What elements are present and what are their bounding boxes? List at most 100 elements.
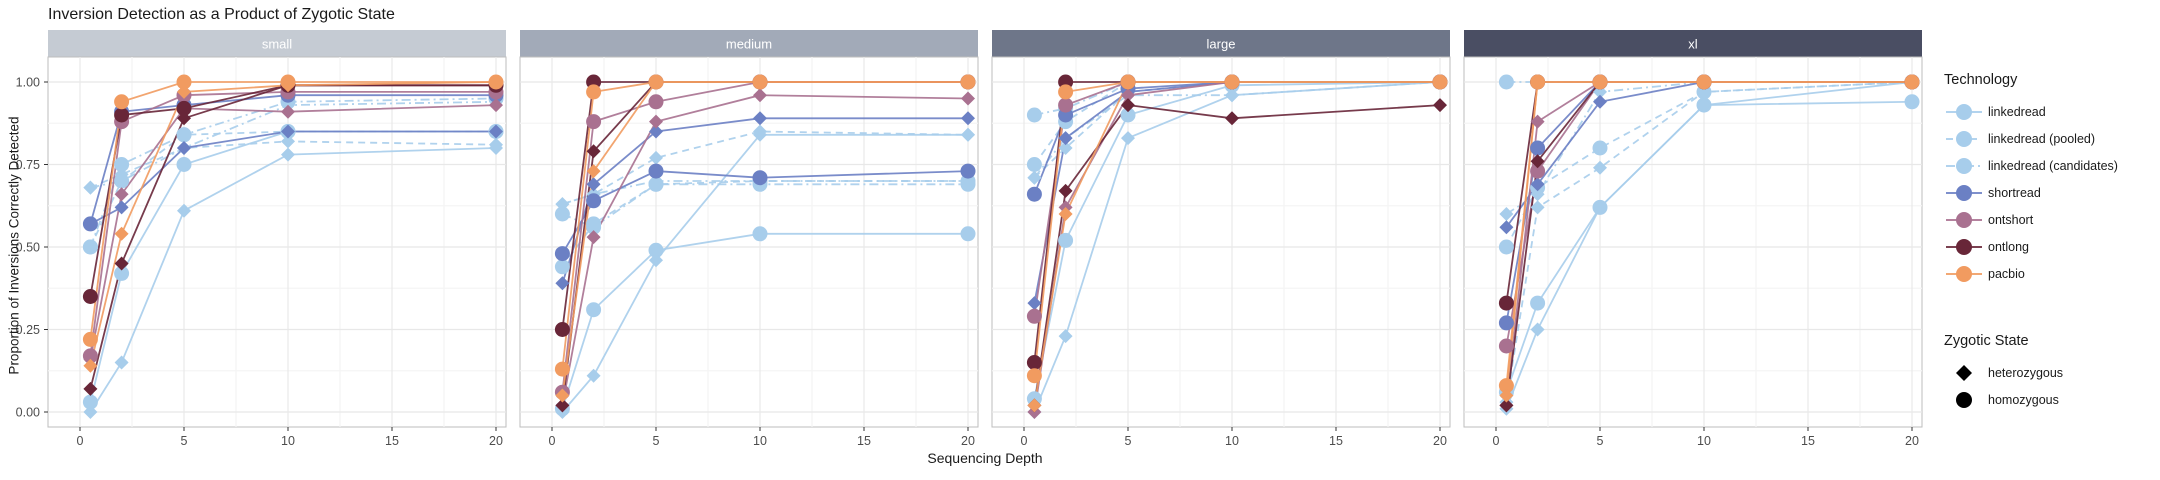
y-axis-label: Proportion of Inversions Correctly Detec…: [6, 116, 22, 375]
data-point-ontlong-homozygous: [1498, 295, 1514, 311]
x-tick-label: 10: [281, 434, 295, 448]
data-point-pacbio-heterozygous: [753, 75, 767, 89]
data-point-linkedread-heterozygous: [1121, 131, 1135, 146]
data-point-linkedread-homozygous: [1904, 94, 1920, 110]
data-point-linkedread-homozygous: [1530, 295, 1546, 311]
data-point-shortread-homozygous: [960, 163, 976, 179]
data-point-linkedread-heterozygous: [83, 405, 98, 419]
data-point-linkedread-heterozygous: [1058, 329, 1073, 344]
data-point-ontshort-heterozygous: [1121, 88, 1135, 103]
data-point-shortread-heterozygous: [114, 200, 129, 215]
data-point-shortread-heterozygous: [1530, 177, 1545, 192]
data-point-pacbio-homozygous: [1498, 378, 1514, 394]
data-point-ontlong-heterozygous: [555, 398, 570, 413]
data-point-pacbio-heterozygous: [1433, 75, 1447, 89]
data-point-ontlong-heterozygous: [1530, 154, 1545, 169]
facet-strip: [992, 30, 1450, 57]
facet-strip-label: small: [262, 37, 292, 52]
legend-item-ontlong: ontlong: [1944, 233, 2160, 260]
data-point-pacbio-homozygous: [176, 74, 192, 90]
data-point-linkedread-heterozygous: [586, 368, 601, 383]
data-point-pacbio-homozygous: [554, 361, 570, 377]
y-tick-label: 1.00: [16, 76, 40, 90]
data-point-ontshort-homozygous: [1498, 338, 1514, 354]
x-tick-label: 5: [1597, 434, 1604, 448]
data-point-linkedread (candidates)-homozygous: [114, 157, 130, 172]
legend-label: linkedread (candidates): [1988, 158, 2118, 173]
x-tick-label: 0: [1493, 434, 1500, 448]
data-point-ontlong-homozygous: [114, 107, 130, 123]
legend-label: pacbio: [1988, 266, 2025, 281]
x-tick-label: 5: [181, 434, 188, 448]
x-tick-label: 20: [489, 434, 503, 448]
pacbio-key-icon: [1944, 262, 1984, 286]
data-point-linkedread (pooled)-homozygous: [1498, 239, 1514, 255]
data-point-linkedread-heterozygous: [1697, 98, 1711, 113]
data-point-linkedread (pooled)-heterozygous: [1530, 200, 1545, 215]
data-point-linkedread (pooled)-heterozygous: [1058, 141, 1073, 155]
facet-panel-small: small 0 5 10 15 20: [47, 30, 507, 448]
linkedread-key-icon: [1944, 100, 1984, 124]
data-point-pacbio-heterozygous: [177, 84, 191, 99]
data-point-pacbio-heterozygous: [586, 164, 601, 179]
data-point-linkedread (pooled)-heterozygous: [489, 137, 503, 152]
legend-item-heterozygous: heterozygous: [1944, 359, 2160, 386]
x-axis-label: Sequencing Depth: [927, 450, 1043, 466]
data-point-ontshort-heterozygous: [489, 98, 503, 113]
data-point-linkedread-heterozygous: [281, 147, 295, 162]
y-tick-label: 0.75: [16, 158, 40, 172]
data-point-ontlong-heterozygous: [1058, 183, 1073, 198]
data-point-linkedread (candidates)-heterozygous: [555, 197, 570, 212]
data-point-ontshort-heterozygous: [961, 91, 975, 106]
data-point-shortread-homozygous: [1498, 315, 1514, 331]
data-point-shortread-heterozygous: [1593, 94, 1607, 109]
data-point-shortread-homozygous: [586, 193, 602, 209]
data-point-ontshort-homozygous: [648, 94, 664, 110]
data-point-shortread-homozygous: [1026, 186, 1042, 202]
legend-state-title: Zygotic State: [1944, 333, 2029, 349]
facet-strip-label: medium: [726, 37, 772, 52]
legend-item-pacbio: pacbio: [1944, 260, 2160, 287]
data-point-linkedread (pooled)-heterozygous: [281, 134, 295, 149]
shortread-key-icon: [1944, 181, 1984, 205]
data-point-shortread-heterozygous: [1058, 131, 1073, 146]
facet-panel-large: large 0 5 10 15 20: [991, 30, 1451, 448]
data-point-linkedread (candidates)-homozygous: [554, 206, 570, 222]
data-point-linkedread-homozygous: [114, 265, 130, 281]
legend-label: linkedread (pooled): [1988, 131, 2096, 146]
legend: Technology linkedread linkedread (pooled…: [1944, 72, 2160, 413]
data-point-shortread-heterozygous: [489, 124, 503, 139]
x-tick-label: 15: [1801, 434, 1815, 448]
data-point-shortread-homozygous: [1530, 140, 1546, 156]
legend-item-homozygous: homozygous: [1944, 386, 2160, 413]
data-point-linkedread (candidates)-heterozygous: [1499, 207, 1514, 221]
data-point-pacbio-homozygous: [1058, 84, 1074, 100]
data-point-linkedread (candidates)-heterozygous: [1530, 187, 1545, 202]
data-point-pacbio-heterozygous: [281, 78, 295, 93]
linkedread-candidates-key-icon: [1944, 154, 1984, 178]
data-point-linkedread (candidates)-homozygous: [176, 127, 192, 143]
data-point-pacbio-heterozygous: [1225, 75, 1239, 89]
data-point-ontshort-homozygous: [1026, 308, 1042, 324]
data-point-linkedread (pooled)-heterozygous: [753, 124, 767, 139]
data-point-linkedread (candidates)-homozygous: [1498, 74, 1514, 90]
x-tick-label: 20: [1433, 434, 1447, 448]
data-point-shortread-heterozygous: [555, 276, 570, 291]
data-point-pacbio-heterozygous: [489, 75, 503, 89]
heterozygous-diamond-icon: [1944, 361, 1984, 385]
legend-label: ontshort: [1988, 212, 2034, 227]
data-point-linkedread (candidates)-homozygous: [1026, 107, 1042, 123]
data-point-ontlong-heterozygous: [1499, 398, 1514, 413]
facet-strip: [1464, 30, 1922, 57]
data-point-ontshort-homozygous: [1058, 97, 1074, 113]
legend-item-shortread: shortread: [1944, 179, 2160, 206]
series-line-linkedread (candidates)-heterozygous: [1033, 81, 1441, 179]
y-tick-label: 0.50: [16, 241, 40, 255]
data-point-pacbio-heterozygous: [1530, 75, 1545, 89]
facet-panel-medium: medium 0 5 10 15 20: [519, 30, 979, 448]
data-point-pacbio-heterozygous: [1593, 75, 1607, 89]
data-point-shortread-heterozygous: [83, 216, 98, 231]
x-tick-label: 20: [1905, 434, 1919, 448]
data-point-ontlong-heterozygous: [1225, 111, 1239, 126]
